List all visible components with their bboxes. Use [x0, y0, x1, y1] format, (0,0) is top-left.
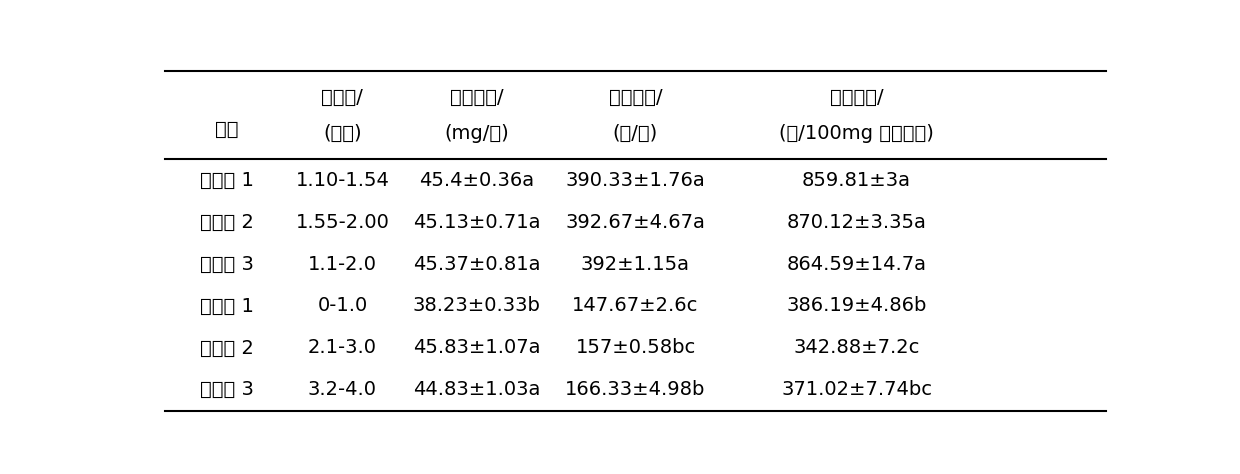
Text: 3.2-4.0: 3.2-4.0	[308, 381, 377, 400]
Text: 45.13±0.71a: 45.13±0.71a	[413, 212, 541, 231]
Text: 45.37±0.81a: 45.37±0.81a	[413, 255, 541, 273]
Text: 实施例 2: 实施例 2	[200, 212, 254, 231]
Text: 166.33±4.98b: 166.33±4.98b	[565, 381, 706, 400]
Text: 392.67±4.67a: 392.67±4.67a	[565, 212, 706, 231]
Text: (厚米): (厚米)	[324, 124, 362, 143]
Text: 864.59±14.7a: 864.59±14.7a	[786, 255, 926, 273]
Text: 再生能力/: 再生能力/	[830, 88, 883, 107]
Text: (株/皿): (株/皿)	[613, 124, 658, 143]
Text: 1.55-2.00: 1.55-2.00	[295, 212, 389, 231]
Text: 2.1-3.0: 2.1-3.0	[308, 338, 377, 357]
Text: 390.33±1.76a: 390.33±1.76a	[565, 171, 706, 190]
Text: 实施例 1: 实施例 1	[200, 171, 254, 190]
Text: 距离段/: 距离段/	[321, 88, 363, 107]
Text: 45.4±0.36a: 45.4±0.36a	[419, 171, 534, 190]
Text: 157±0.58bc: 157±0.58bc	[575, 338, 696, 357]
Text: 对比例 3: 对比例 3	[200, 381, 254, 400]
Text: 愈伤产量/: 愈伤产量/	[450, 88, 503, 107]
Text: 对比例 1: 对比例 1	[200, 296, 254, 316]
Text: 绿苗产量/: 绿苗产量/	[609, 88, 662, 107]
Text: 371.02±7.74bc: 371.02±7.74bc	[781, 381, 932, 400]
Text: 编号: 编号	[216, 120, 239, 139]
Text: 386.19±4.86b: 386.19±4.86b	[786, 296, 926, 316]
Text: 342.88±7.2c: 342.88±7.2c	[794, 338, 920, 357]
Text: 859.81±3a: 859.81±3a	[802, 171, 911, 190]
Text: 870.12±3.35a: 870.12±3.35a	[786, 212, 926, 231]
Text: (株/100mg 愈伤组织): (株/100mg 愈伤组织)	[779, 124, 934, 143]
Text: 45.83±1.07a: 45.83±1.07a	[413, 338, 541, 357]
Text: 对比例 2: 对比例 2	[200, 338, 254, 357]
Text: 1.10-1.54: 1.10-1.54	[295, 171, 389, 190]
Text: (mg/皿): (mg/皿)	[445, 124, 510, 143]
Text: 147.67±2.6c: 147.67±2.6c	[573, 296, 698, 316]
Text: 392±1.15a: 392±1.15a	[582, 255, 689, 273]
Text: 实施例 3: 实施例 3	[200, 255, 254, 273]
Text: 0-1.0: 0-1.0	[317, 296, 367, 316]
Text: 1.1-2.0: 1.1-2.0	[308, 255, 377, 273]
Text: 38.23±0.33b: 38.23±0.33b	[413, 296, 541, 316]
Text: 44.83±1.03a: 44.83±1.03a	[413, 381, 541, 400]
